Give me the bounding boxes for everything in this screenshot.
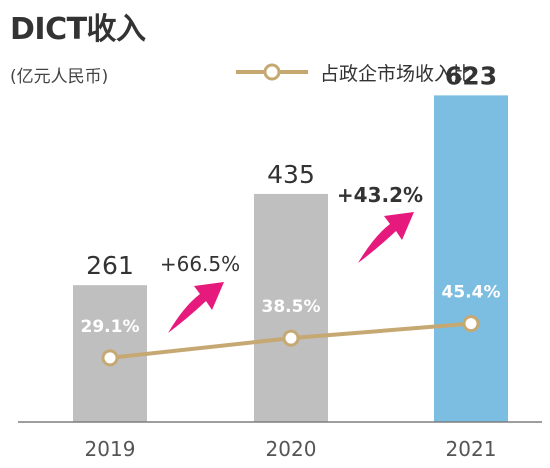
- bar-2020: [254, 193, 328, 422]
- share-value-label: 29.1%: [81, 317, 140, 337]
- legend-line-swatch: [236, 63, 308, 81]
- x-tick-label: 2019: [85, 437, 136, 461]
- chart-title: DICT收入: [10, 12, 146, 47]
- growth-arrow-icon: [358, 212, 414, 263]
- x-tick-label: 2020: [266, 437, 317, 461]
- share-marker: [101, 349, 119, 367]
- growth-arrow-icon: [168, 282, 224, 333]
- x-tick-label: 2021: [446, 437, 497, 461]
- unit-label: (亿元人民币): [10, 67, 109, 87]
- share-marker: [282, 329, 300, 347]
- bar-value-label: 435: [267, 160, 315, 189]
- bar-value-label: 261: [86, 251, 134, 280]
- legend-label: 占政企市场收入比: [320, 62, 473, 85]
- legend: 占政企市场收入比: [236, 58, 472, 86]
- share-value-label: 38.5%: [262, 297, 321, 317]
- share-value-label: 45.4%: [442, 283, 501, 303]
- share-marker: [462, 315, 480, 333]
- bar-2021: [434, 95, 508, 423]
- growth-label: +43.2%: [337, 183, 423, 207]
- bar-value-label: 623: [445, 61, 497, 90]
- growth-label: +66.5%: [160, 252, 240, 276]
